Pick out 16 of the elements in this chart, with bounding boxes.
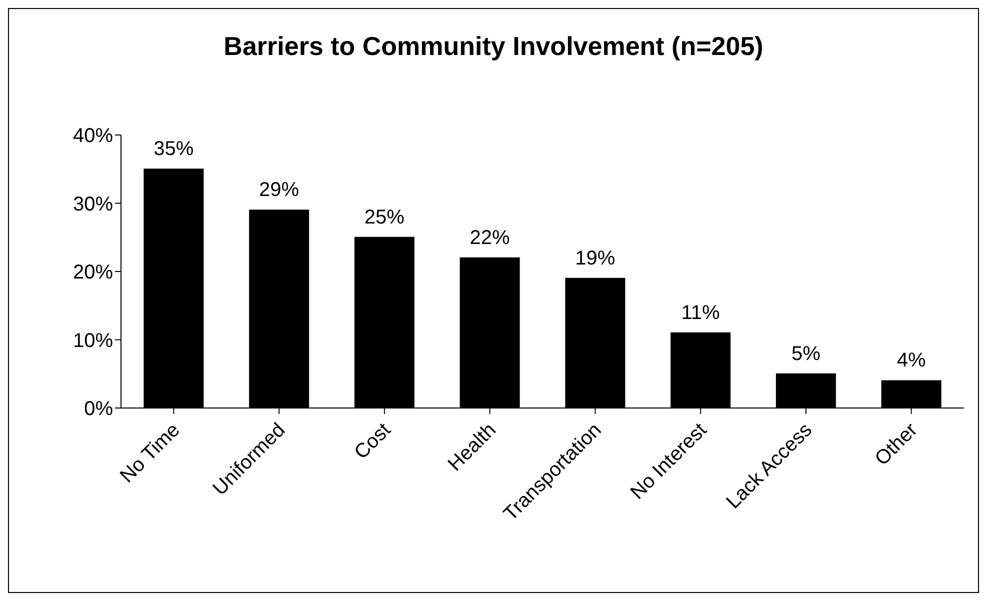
data-label: 19% bbox=[575, 247, 616, 270]
y-tick-label: 10% bbox=[72, 330, 114, 352]
data-label: 4% bbox=[896, 350, 926, 372]
data-label: 22% bbox=[470, 226, 510, 249]
chart-title: Barriers to Community Involvement (n=205) bbox=[222, 31, 764, 62]
data-label: 35% bbox=[154, 138, 194, 160]
y-tick-label: 40% bbox=[72, 125, 114, 148]
x-tick-label: Cost bbox=[350, 418, 396, 464]
x-tick-label: No Time bbox=[116, 419, 184, 488]
y-tick-label: 0% bbox=[84, 398, 114, 420]
data-label: 29% bbox=[259, 179, 300, 202]
data-label: 11% bbox=[681, 302, 720, 324]
data-label: 5% bbox=[791, 342, 821, 365]
y-tick-label: 20% bbox=[72, 262, 114, 284]
y-tick-label: 30% bbox=[72, 193, 114, 216]
data-label: 25% bbox=[364, 206, 405, 228]
